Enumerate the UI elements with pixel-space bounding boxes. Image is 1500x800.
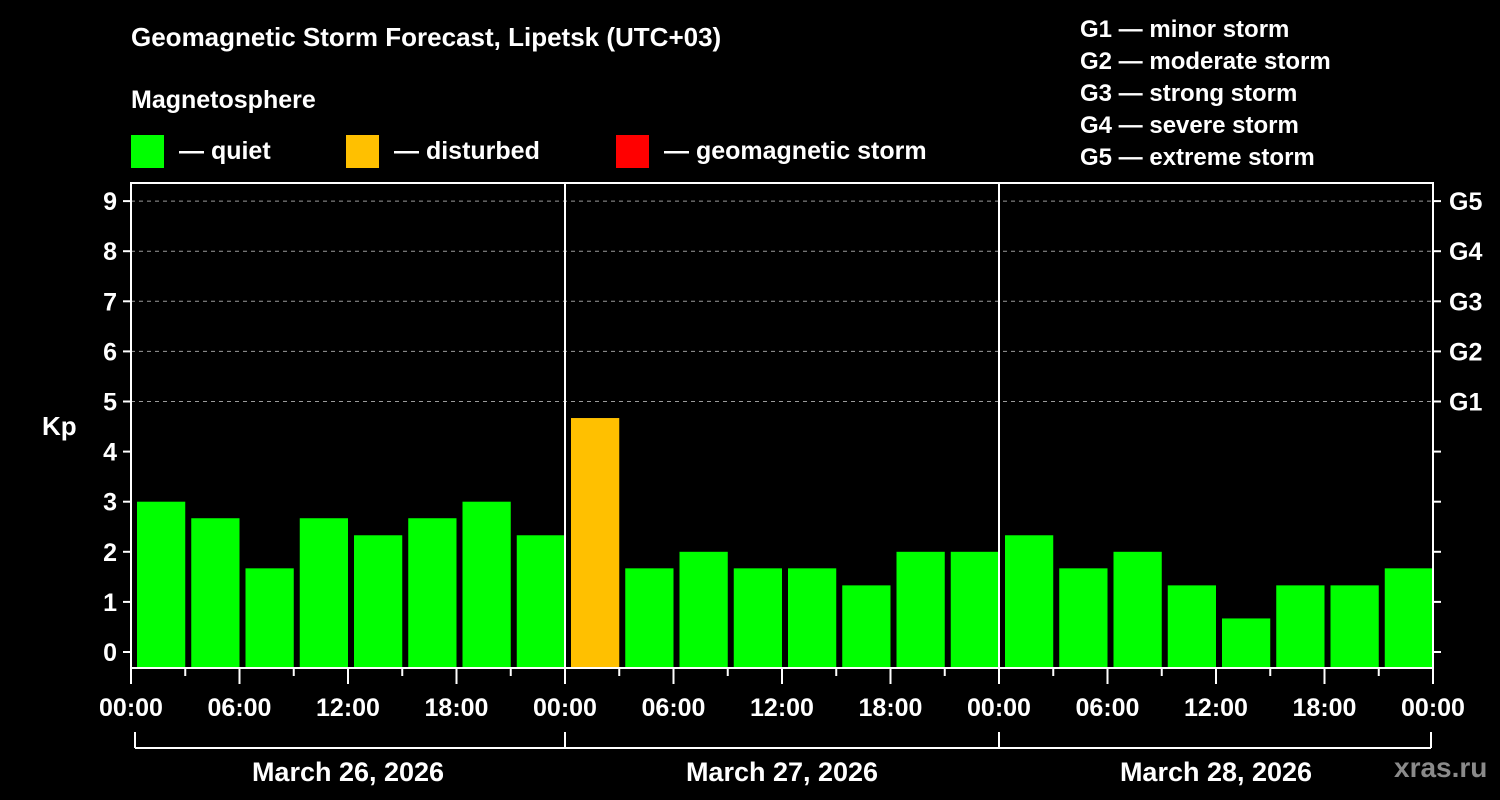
x-tick-label: 00:00 <box>1401 694 1465 722</box>
x-tick-label: 06:00 <box>642 694 706 722</box>
kp-bar <box>679 551 728 668</box>
kp-bar <box>571 418 620 668</box>
y-tick-label: 3 <box>103 489 117 517</box>
kp-bar <box>299 518 348 668</box>
y-tick-label: 1 <box>103 589 117 617</box>
kp-bar <box>408 518 457 668</box>
g-scale-item: G1 — minor storm <box>1080 16 1290 43</box>
kp-bar <box>625 568 674 668</box>
g-scale-item: G2 — moderate storm <box>1080 48 1331 75</box>
y-tick-label: 4 <box>103 439 117 467</box>
x-tick-label: 18:00 <box>1293 694 1357 722</box>
y-tick-label: 8 <box>103 238 117 266</box>
kp-bar <box>1059 568 1108 668</box>
g-level-label: G3 <box>1449 288 1482 316</box>
date-label: March 26, 2026 <box>252 757 444 787</box>
g-level-label: G2 <box>1449 338 1482 366</box>
g-level-label: G5 <box>1449 188 1482 216</box>
y-tick-label: 9 <box>103 188 117 216</box>
g-level-label: G1 <box>1449 389 1482 417</box>
kp-bar <box>1005 535 1054 668</box>
kp-bar <box>1167 585 1216 668</box>
kp-bar <box>1113 551 1162 668</box>
kp-bar <box>733 568 782 668</box>
y-axis-label: Kp <box>42 411 77 441</box>
g-scale-item: G5 — extreme storm <box>1080 144 1315 171</box>
x-tick-label: 06:00 <box>1076 694 1140 722</box>
kp-bar <box>896 551 945 668</box>
kp-bar <box>462 501 511 668</box>
x-tick-label: 06:00 <box>208 694 272 722</box>
y-tick-label: 6 <box>103 338 117 366</box>
x-tick-label: 12:00 <box>1184 694 1248 722</box>
x-tick-label: 00:00 <box>99 694 163 722</box>
kp-bar <box>137 501 186 668</box>
kp-bar <box>191 518 240 668</box>
legend-item-quiet: — quiet <box>131 134 271 168</box>
x-tick-label: 00:00 <box>533 694 597 722</box>
date-label: March 27, 2026 <box>686 757 878 787</box>
legend-item-storm: — geomagnetic storm <box>616 134 927 168</box>
x-tick-label: 18:00 <box>859 694 923 722</box>
kp-bar <box>950 551 999 668</box>
x-tick-label: 12:00 <box>316 694 380 722</box>
g-scale-item: G3 — strong storm <box>1080 80 1298 107</box>
x-tick-label: 12:00 <box>750 694 814 722</box>
kp-bar <box>245 568 294 668</box>
y-tick-label: 5 <box>103 389 117 417</box>
kp-bar <box>516 535 565 668</box>
kp-bar <box>1384 568 1433 668</box>
legend-label: — geomagnetic storm <box>664 136 927 165</box>
date-label: March 28, 2026 <box>1120 757 1312 787</box>
legend-heading: Magnetosphere <box>131 86 316 114</box>
storm-swatch <box>616 134 649 168</box>
kp-bar <box>788 568 837 668</box>
x-tick-label: 18:00 <box>425 694 489 722</box>
kp-bar <box>1222 618 1271 668</box>
chart-title: Geomagnetic Storm Forecast, Lipetsk (UTC… <box>131 22 722 52</box>
g-level-label: G4 <box>1449 238 1482 266</box>
kp-bar <box>842 585 891 668</box>
legend-label: — disturbed <box>394 136 540 165</box>
y-tick-label: 0 <box>103 639 117 667</box>
g-scale-legend: G1 — minor storm G2 — moderate storm G3 … <box>1080 14 1331 174</box>
y-tick-label: 7 <box>103 288 117 316</box>
y-tick-label: 2 <box>103 539 117 567</box>
kp-bar <box>354 535 403 668</box>
disturbed-swatch <box>346 134 379 168</box>
kp-bar <box>1276 585 1325 668</box>
watermark: xras.ru <box>1394 752 1488 783</box>
x-tick-label: 00:00 <box>967 694 1031 722</box>
quiet-swatch <box>131 134 164 168</box>
legend-label: — quiet <box>179 136 271 165</box>
legend-item-disturbed: — disturbed <box>346 134 540 168</box>
kp-bar <box>1330 585 1379 668</box>
g-scale-item: G4 — severe storm <box>1080 112 1299 139</box>
